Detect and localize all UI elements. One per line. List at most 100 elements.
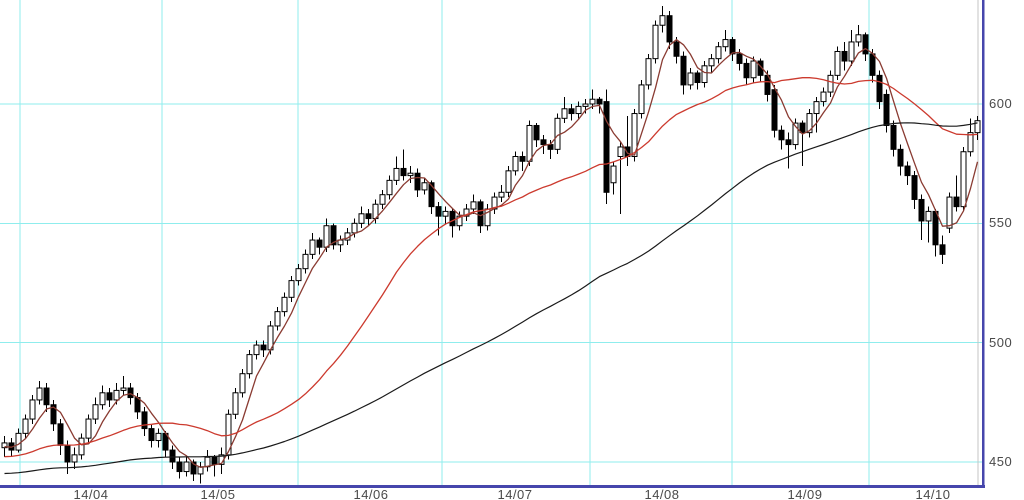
candle-down [43, 387, 50, 406]
candle-up [99, 392, 106, 406]
candle-up [512, 156, 519, 172]
candle-down [141, 411, 148, 430]
candle-up [393, 167, 400, 181]
candle-down [211, 456, 218, 465]
candle-up [302, 253, 309, 270]
candle-down [897, 148, 904, 167]
candle-up [288, 280, 295, 298]
candle-down [365, 213, 372, 220]
x-axis-label: 14/06 [353, 487, 389, 500]
candle-up [589, 98, 596, 105]
candle-up [715, 46, 722, 60]
candle-down [869, 53, 876, 76]
candle-down [596, 98, 603, 105]
candle-down [603, 101, 610, 193]
candle-up [974, 120, 981, 134]
candle-down [785, 139, 792, 146]
candle-up [582, 103, 589, 107]
candle-up [813, 101, 820, 115]
candle-up [645, 58, 652, 86]
candle-up [15, 432, 22, 451]
candle-up [925, 210, 932, 222]
candle-up [470, 201, 477, 210]
y-axis-label: 600 [989, 96, 1013, 111]
candle-down [169, 449, 176, 463]
candle-down [176, 461, 183, 473]
y-axis-label: 450 [989, 454, 1013, 469]
candle-up [386, 179, 393, 196]
candle-up [967, 132, 974, 153]
candle-up [638, 84, 645, 115]
candle-up [309, 239, 316, 255]
candle-down [50, 404, 57, 425]
ma-long-line [4, 122, 978, 475]
candle-up [253, 344, 260, 356]
candle-down [547, 144, 554, 150]
candle-down [729, 39, 736, 55]
candle-up [78, 437, 85, 456]
candle-down [64, 444, 71, 463]
candle-down [904, 165, 911, 177]
candle-up [708, 58, 715, 67]
candle-up [281, 296, 288, 313]
candle-up [85, 418, 92, 439]
candle-up [617, 146, 624, 158]
candle-up [820, 91, 827, 103]
candle-up [750, 60, 757, 79]
candle-up [561, 108, 568, 119]
candle-up [1, 442, 8, 449]
candle-down [876, 74, 883, 103]
candle-down [190, 461, 197, 475]
candle-up [92, 404, 99, 420]
candle-up [505, 170, 512, 193]
candle-up [498, 191, 505, 198]
ma-mid-line [4, 77, 978, 458]
candle-up [610, 165, 617, 184]
candle-up [554, 117, 561, 150]
candle-up [407, 172, 414, 177]
candle-up [71, 454, 78, 463]
x-axis-label: 14/04 [73, 487, 109, 500]
x-axis-label: 14/07 [497, 487, 533, 500]
candle-down [260, 344, 267, 351]
candle-up [806, 113, 813, 134]
x-axis-label: 14/08 [644, 487, 680, 500]
candle-down [918, 198, 925, 222]
candle-down [449, 210, 456, 227]
candlestick-series [1, 6, 981, 484]
candle-down [57, 423, 64, 446]
candle-up [246, 354, 253, 375]
candle-up [323, 225, 330, 248]
candle-down [778, 129, 785, 141]
candle-down [540, 139, 547, 146]
candle-up [960, 151, 967, 208]
candle-down [127, 387, 134, 399]
candle-up [183, 461, 190, 473]
candle-up [22, 418, 29, 434]
candle-down [477, 201, 484, 227]
candle-up [855, 34, 862, 43]
candle-up [120, 387, 127, 391]
candle-down [568, 108, 575, 115]
candle-up [631, 113, 638, 158]
candle-up [113, 389, 120, 401]
x-axis-label: 14/10 [915, 487, 951, 500]
candle-down [428, 182, 435, 208]
candle-down [316, 239, 323, 248]
candle-down [414, 172, 421, 191]
candle-up [155, 432, 162, 442]
candle-down [932, 210, 939, 246]
candle-down [736, 53, 743, 64]
candle-up [379, 194, 386, 205]
candle-up [659, 15, 666, 26]
candle-up [575, 105, 582, 115]
candle-up [456, 215, 463, 227]
candle-down [435, 206, 442, 217]
candle-down [666, 15, 673, 43]
y-axis-label: 500 [989, 334, 1013, 350]
candle-down [799, 122, 806, 134]
candle-down [911, 175, 918, 200]
candle-down [862, 34, 869, 55]
candle-down [953, 196, 960, 208]
